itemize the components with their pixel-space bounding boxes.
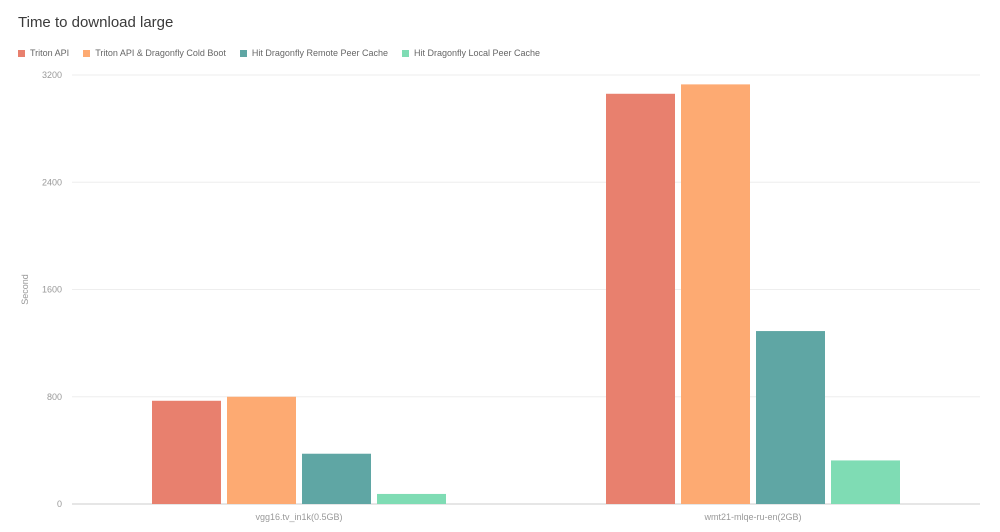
bar: [606, 93, 675, 505]
bar: [377, 493, 446, 504]
y-tick-label: 1600: [42, 285, 62, 295]
legend-item-triton-api[interactable]: Triton API: [18, 48, 69, 58]
bar: [302, 453, 371, 504]
legend-label: Triton API & Dragonfly Cold Boot: [95, 48, 226, 58]
bar: [152, 400, 221, 504]
y-axis-label: Second: [20, 274, 30, 305]
x-tick-label: wmt21-mlqe-ru-en(2GB): [703, 512, 801, 522]
legend-item-local-peer-cache[interactable]: Hit Dragonfly Local Peer Cache: [401, 48, 541, 58]
legend-swatch: [239, 49, 247, 57]
chart-title: Time to download large: [18, 14, 174, 31]
legend-label: Hit Dragonfly Remote Peer Cache: [251, 48, 388, 58]
bar: [227, 396, 296, 504]
y-tick-label: 2400: [42, 177, 62, 187]
y-tick-label: 0: [57, 499, 62, 509]
bar: [681, 84, 750, 505]
y-tick-label: 3200: [42, 70, 62, 80]
y-tick-label: 800: [47, 392, 62, 402]
legend: Triton API Triton API & Dragonfly Cold B…: [18, 48, 540, 58]
legend-item-remote-peer-cache[interactable]: Hit Dragonfly Remote Peer Cache: [239, 48, 388, 58]
bar: [756, 331, 825, 504]
legend-swatch: [401, 49, 409, 57]
legend-label: Triton API: [30, 48, 70, 58]
legend-swatch: [83, 49, 91, 57]
x-tick-label: vgg16.tv_in1k(0.5GB): [255, 512, 342, 522]
bar: [831, 460, 900, 504]
legend-swatch: [18, 49, 25, 57]
legend-item-cold-boot[interactable]: Triton API & Dragonfly Cold Boot: [83, 48, 226, 58]
legend-label: Hit Dragonfly Local Peer Cache: [413, 48, 541, 58]
